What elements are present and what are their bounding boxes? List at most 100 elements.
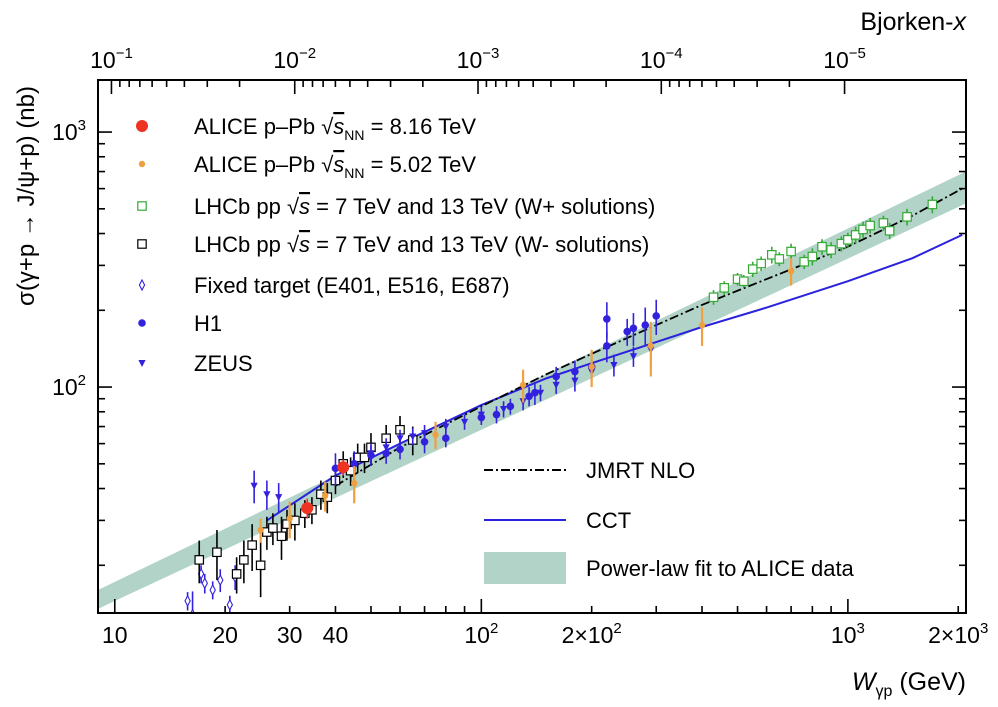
lhcbWm-legend-marker (137, 239, 147, 249)
alice816-legend-label: ALICE p–Pb √sNN = 8.16 TeV (194, 114, 476, 143)
ticks-layer (97, 80, 966, 613)
alice502-point (286, 515, 293, 522)
y-tick-label: 103 (52, 117, 86, 145)
alice816-point (337, 461, 350, 474)
lhcbWm-point (255, 560, 266, 571)
alice502-point (432, 431, 439, 438)
h1-point (623, 327, 631, 336)
lhcbWm-point (247, 540, 257, 550)
lhcbWp-point (786, 246, 796, 257)
legend-item-alice816: ALICE p–Pb √sNN = 8.16 TeV (136, 114, 476, 143)
h1-point (420, 437, 429, 446)
lhcbWp-point (708, 292, 719, 303)
x2-tick-label: 10−5 (823, 45, 866, 73)
zeus-legend-label: ZEUS (194, 351, 253, 376)
x-tick-label: 103 (831, 620, 865, 648)
fixed-legend-label: Fixed target (E401, E516, E687) (194, 273, 510, 298)
fixed-series (184, 565, 239, 613)
legend-item-zeus: ZEUS (138, 351, 253, 376)
alice502-point (351, 479, 358, 487)
alice502-point (787, 267, 795, 275)
legend-item-fixed: Fixed target (E401, E516, E687) (138, 273, 510, 298)
alice816-series (301, 459, 350, 519)
fixed-point (217, 573, 224, 587)
lhcbWm-point (212, 547, 222, 558)
band-layer (98, 171, 966, 609)
x-tick-label: 2×103 (928, 620, 988, 648)
lhcbWp-point (865, 220, 875, 231)
legend-item-lhcbWp: LHCb pp √s = 7 TeV and 13 TeV (W+ soluti… (137, 194, 655, 219)
labels-layer: 10 20 30 40 102 2×102 103 2×103 102 103 10−1 10−2 10… (13, 8, 988, 700)
fixed-legend-marker (138, 278, 146, 292)
y-tick-label: 102 (52, 372, 86, 400)
h1-legend-marker (138, 319, 146, 327)
h1-legend-label: H1 (194, 311, 222, 336)
lhcbWp-point (843, 234, 853, 245)
zeus-point (275, 494, 283, 502)
fixed-point (209, 583, 216, 597)
lhcbWm-point (276, 531, 287, 542)
zeus-point (629, 353, 638, 361)
zeus-point (460, 418, 469, 426)
band-legend-swatch (484, 552, 566, 584)
plot-frame (97, 79, 967, 614)
fixed-point (190, 608, 195, 613)
zeus-point (263, 491, 271, 499)
lhcbWp-legend-label: LHCb pp √s = 7 TeV and 13 TeV (W+ soluti… (194, 194, 655, 219)
legend-item-lhcbWm: LHCb pp √s = 7 TeV and 13 TeV (W- soluti… (137, 232, 649, 257)
legend-item-h1: H1 (138, 311, 222, 336)
lhcbWp-point (878, 218, 889, 228)
x-tick-label: 2×102 (562, 620, 622, 648)
x-axis-title: Wγp (GeV) (852, 668, 966, 700)
x2-tick-label: 10−4 (640, 45, 683, 73)
alice816-point (301, 502, 314, 515)
legend-item-band: Power-law fit to ALICE data (484, 552, 855, 584)
lhcbWp-point (826, 245, 836, 255)
lhcbWp-point (807, 251, 818, 262)
lhcbWm-point (194, 555, 205, 565)
legend-item-alice502: ALICE p–Pb √sNN = 5.02 TeV (138, 152, 476, 181)
lhcbWm-legend-label: LHCb pp √s = 7 TeV and 13 TeV (W- soluti… (194, 232, 649, 257)
h1-point (552, 372, 560, 381)
zeus-point (396, 435, 404, 443)
fixed-point (226, 598, 234, 611)
x-tick-label: 102 (464, 620, 498, 648)
zeus-point (409, 433, 417, 441)
h1-point (382, 449, 390, 458)
alice502-point (519, 381, 527, 389)
h1-point (396, 445, 404, 454)
h1-point (525, 392, 533, 401)
lhcbWm-point (231, 569, 242, 579)
lhcbWp-series (708, 196, 938, 305)
h1-point (629, 324, 638, 333)
zeus-point (250, 482, 258, 490)
legend-item-cct: CCT (484, 508, 631, 533)
lhcbWp-point (738, 276, 749, 287)
lhcbWp-point (799, 256, 809, 267)
jmrt-legend-label: JMRT NLO (586, 458, 695, 483)
lhcbWp-point (884, 225, 895, 236)
alice502-point (647, 342, 655, 350)
lhcbWp-legend-marker (137, 201, 147, 211)
x-tick-label: 30 (277, 622, 303, 648)
alice502-point (698, 321, 706, 329)
fixed-point (184, 594, 191, 608)
h1-point (492, 410, 501, 419)
alice502-series (257, 258, 795, 543)
x-tick-label: 10 (102, 622, 128, 648)
h1-point (531, 388, 539, 397)
lhcbWp-point (719, 283, 730, 293)
lhcbWp-point (817, 241, 827, 252)
x2-tick-label: 10−3 (457, 45, 500, 73)
lhcbWp-point (747, 264, 758, 274)
h1-point (571, 367, 579, 376)
cct-legend-label: CCT (586, 508, 631, 533)
alice502-legend-marker (138, 160, 146, 168)
alice502-point (321, 492, 329, 499)
zeus-legend-marker (138, 360, 146, 367)
x-tick-label: 20 (212, 622, 238, 648)
lhcbWm-point (268, 523, 278, 533)
h1-point (506, 402, 515, 411)
